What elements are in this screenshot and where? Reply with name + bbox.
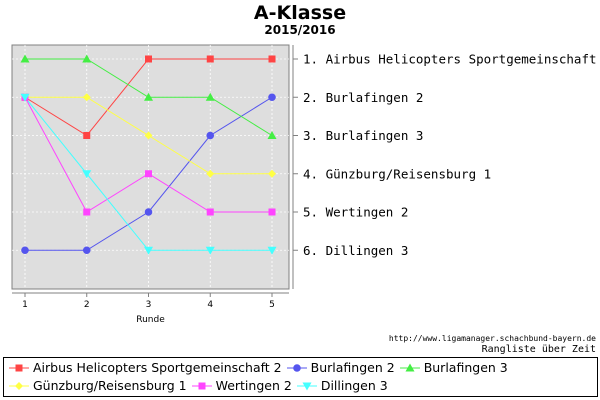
legend-label: Dillingen 3 xyxy=(320,378,388,393)
data-point xyxy=(144,208,153,216)
chart-title: A-Klasse xyxy=(253,2,347,24)
source-url[interactable]: http://www.ligamanager.schachbund-bayern… xyxy=(388,334,596,343)
x-tick-label: 2 xyxy=(84,300,90,310)
chart-canvas: 1 2 3 4 5 Runde 1. Airbus Helicopters Sportgem… xyxy=(11,44,600,325)
legend-marker-icon xyxy=(296,382,317,390)
data-point xyxy=(268,55,276,63)
rank-label: 4. Günzburg/Reisensburg 1 xyxy=(303,166,491,181)
legend-item: Airbus Helicopters Sportgemeinschaft 2 xyxy=(8,360,282,375)
data-point xyxy=(82,170,92,179)
plot-area xyxy=(11,44,290,290)
data-point xyxy=(267,131,277,139)
data-point xyxy=(82,246,91,255)
data-point xyxy=(83,208,91,216)
legend-item: Wertingen 2 xyxy=(191,378,292,393)
data-point xyxy=(145,55,152,63)
legend-row: Günzburg/Reisensburg 1 Wertingen 2 Dilling… xyxy=(8,378,392,395)
data-point xyxy=(144,131,153,140)
data-point xyxy=(144,92,153,101)
data-point xyxy=(82,93,91,102)
legend-marker-icon xyxy=(286,363,307,372)
rank-label: 6. Dillingen 3 xyxy=(303,243,408,258)
x-axis-label: Runde xyxy=(136,315,165,325)
legend-marker-icon xyxy=(191,382,212,389)
x-tick-label: 1 xyxy=(22,300,28,310)
data-point xyxy=(20,93,30,102)
legend-marker-icon xyxy=(9,381,29,390)
legend-item: Burlafingen 2 xyxy=(286,360,395,375)
legend-label: Burlafingen 3 xyxy=(423,360,508,375)
data-point xyxy=(21,246,29,255)
data-point xyxy=(268,93,276,102)
data-point xyxy=(205,92,215,101)
legend-item: Dillingen 3 xyxy=(296,378,388,393)
rank-label: 3. Burlafingen 3 xyxy=(303,128,423,143)
data-point xyxy=(205,246,215,255)
x-tick-label: 4 xyxy=(207,300,213,310)
data-point xyxy=(82,54,92,63)
data-point xyxy=(206,208,214,216)
chart-caption: Rangliste über Zeit xyxy=(481,344,596,355)
x-tick-label: 3 xyxy=(146,300,152,310)
data-point xyxy=(206,55,214,63)
legend-marker-icon xyxy=(399,363,420,371)
data-point xyxy=(83,132,91,139)
legend-row: Airbus Helicopters Sportgemeinschaft 2 Bu… xyxy=(8,360,512,377)
data-point xyxy=(145,170,152,178)
rank-label: 1. Airbus Helicopters Sportgemeinschaft … xyxy=(303,52,600,67)
legend-label: Wertingen 2 xyxy=(215,378,292,393)
legend-item: Günzburg/Reisensburg 1 xyxy=(8,378,187,393)
rank-label: 5. Wertingen 2 xyxy=(303,205,408,220)
data-point xyxy=(267,246,277,255)
legend-item: Burlafingen 3 xyxy=(399,360,508,375)
rank-label: 2. Burlafingen 2 xyxy=(303,90,423,105)
chart-subtitle: 2015/2016 xyxy=(264,23,336,37)
legend-marker-icon xyxy=(9,364,29,371)
data-point xyxy=(144,246,153,255)
legend: Airbus Helicopters Sportgemeinschaft 2 Bu… xyxy=(3,357,598,397)
legend-label: Airbus Helicopters Sportgemeinschaft 2 xyxy=(33,360,282,375)
data-point xyxy=(206,169,215,178)
data-point xyxy=(268,208,276,216)
legend-label: Burlafingen 2 xyxy=(310,360,395,375)
x-tick-label: 5 xyxy=(269,300,275,310)
legend-label: Günzburg/Reisensburg 1 xyxy=(33,378,187,393)
data-point xyxy=(20,54,30,63)
data-point xyxy=(268,169,276,178)
data-point xyxy=(206,131,215,140)
